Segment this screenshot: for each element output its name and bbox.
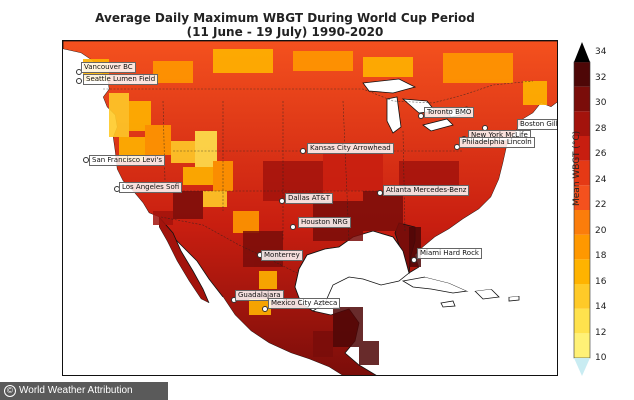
city-marker-houston[interactable] — [290, 224, 296, 230]
city-marker-san-francisco[interactable] — [83, 157, 89, 163]
city-marker-atlanta[interactable] — [377, 190, 383, 196]
colorbar-tick-label: 10 — [595, 353, 607, 363]
colorbar-tick-label: 20 — [595, 225, 607, 236]
colorbar-label: Mean WBGT (°C) — [572, 130, 582, 206]
puerto-rico — [508, 295, 520, 302]
colorbar-tick-label: 14 — [595, 302, 607, 312]
colorbar-tick-label: 32 — [595, 72, 607, 83]
pacific-ocean — [63, 49, 342, 375]
copyright-icon: © — [4, 385, 16, 397]
colorbar-segment — [574, 333, 590, 358]
city-label-miami: Miami Hard Rock — [417, 248, 482, 259]
colorbar-tick-label: 16 — [595, 276, 607, 287]
colorbar-segment — [574, 185, 590, 210]
colorbar-tick-label: 30 — [595, 98, 607, 108]
city-label-seattle: Seattle Lumen Field — [83, 74, 159, 85]
colorbar-segment — [574, 160, 590, 186]
atlantic-ocean — [382, 102, 557, 375]
hot-patches — [153, 151, 459, 365]
map-title-line-2: (11 June - 19 July) 1990-2020 — [186, 25, 384, 39]
colorbar-tick-label: 22 — [595, 200, 607, 210]
colorbar-bottom-arrow — [574, 358, 590, 376]
credit-text: World Weather Attribution — [19, 385, 133, 396]
city-label-boston: Boston Gillette — [517, 119, 557, 130]
colorbar-segment — [574, 234, 590, 260]
city-label-kansas-city: Kansas City Arrowhead — [307, 143, 394, 154]
colorbar-tick-label: 12 — [595, 327, 607, 338]
city-marker-miami[interactable] — [411, 257, 417, 263]
city-label-philadelphia: Philadelphia Lincoln — [459, 137, 535, 148]
heat-map: Vancouver BC Seattle Lumen Field San Fra… — [62, 40, 558, 376]
city-label-toronto: Toronto BMO — [424, 107, 475, 118]
colorbar-segment — [574, 284, 590, 309]
city-label-los-angeles: Los Angeles Sofi — [119, 182, 183, 193]
hispaniola — [474, 288, 500, 300]
city-marker-dallas[interactable] — [279, 198, 285, 204]
colorbar — [573, 42, 591, 376]
colorbar-segment — [574, 111, 590, 136]
jamaica — [440, 300, 456, 308]
colorbar-tick-label: 34 — [595, 47, 607, 57]
city-label-monterrey: Monterrey — [261, 250, 303, 261]
colorbar-segment — [574, 308, 590, 334]
colorbar-top-arrow — [574, 42, 590, 62]
map-canvas — [63, 41, 557, 375]
colorbar-tick-label: 24 — [595, 174, 607, 185]
colorbar-segment — [574, 86, 590, 112]
colorbar-segment — [574, 210, 590, 235]
city-label-houston: Houston NRG — [298, 217, 351, 228]
gulf-of-mexico — [294, 230, 410, 312]
colorbar-segment — [574, 259, 590, 284]
city-label-vancouver: Vancouver BC — [81, 62, 136, 73]
city-marker-toronto[interactable] — [418, 113, 424, 119]
city-label-mexico-city: Mexico City Azteca — [268, 298, 341, 309]
city-label-san-francisco: San Francisco Levi's — [89, 155, 166, 166]
colorbar-segments — [573, 61, 591, 359]
credit-banner: © World Weather Attribution — [0, 382, 168, 400]
map-title-line-1: Average Daily Maximum WBGT During World … — [95, 11, 475, 25]
city-label-atlanta: Atlanta Mercedes-Benz — [383, 185, 470, 196]
colorbar-tick-label: 28 — [595, 123, 607, 134]
city-marker-kansas-city[interactable] — [300, 148, 306, 154]
colorbar-segment — [574, 62, 590, 87]
colorbar-tick-label: 26 — [595, 149, 607, 159]
colorbar-tick-label: 18 — [595, 251, 607, 261]
city-marker-mexico-city[interactable] — [262, 306, 268, 312]
colorbar-segment — [574, 136, 590, 161]
city-marker-seattle[interactable] — [76, 78, 82, 84]
city-label-dallas: Dallas AT&T — [285, 193, 333, 204]
city-label-guadalajara: Guadalajara — [235, 290, 284, 301]
